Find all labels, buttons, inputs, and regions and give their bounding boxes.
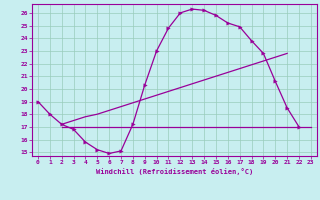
X-axis label: Windchill (Refroidissement éolien,°C): Windchill (Refroidissement éolien,°C)	[96, 168, 253, 175]
